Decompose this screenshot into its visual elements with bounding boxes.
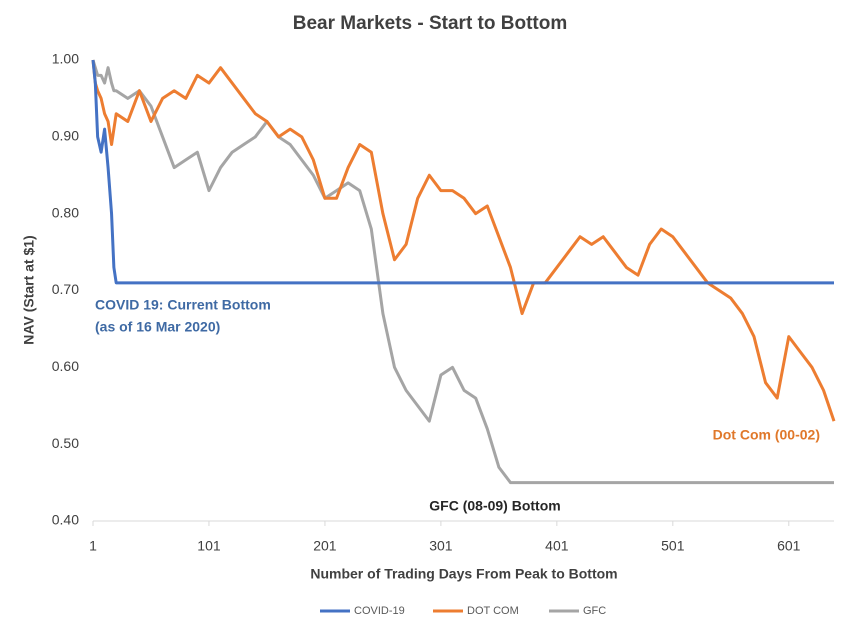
y-tick-label: 0.70 <box>52 281 79 297</box>
x-tick-label: 1 <box>89 538 97 554</box>
x-axis-label: Number of Trading Days From Peak to Bott… <box>310 566 617 582</box>
series-line <box>91 59 836 422</box>
y-tick-label: 0.80 <box>52 204 79 220</box>
annotation: Dot Com (00-02) <box>713 427 820 443</box>
chart-title: Bear Markets - Start to Bottom <box>293 13 568 34</box>
y-axis-label: NAV (Start at $1) <box>21 235 37 344</box>
y-tick-label: 0.50 <box>52 435 79 451</box>
y-tick-label: 0.40 <box>52 512 79 528</box>
y-tick-label: 0.60 <box>52 358 79 374</box>
x-tick-label: 501 <box>661 538 685 554</box>
y-tick-label: 1.00 <box>52 51 79 67</box>
x-tick-label: 301 <box>429 538 453 554</box>
annotation: GFC (08-09) Bottom <box>429 498 560 514</box>
y-tick-label: 0.90 <box>52 128 79 144</box>
series-line <box>91 59 834 285</box>
annotation: COVID 19: Current Bottom <box>95 297 271 313</box>
annotation: (as of 16 Mar 2020) <box>95 319 220 335</box>
legend-label: COVID-19 <box>354 605 405 617</box>
x-tick-label: 401 <box>545 538 569 554</box>
series-line <box>91 59 834 485</box>
legend-label: DOT COM <box>467 605 519 617</box>
x-tick-label: 201 <box>313 538 337 554</box>
x-tick-label: 601 <box>777 538 801 554</box>
x-tick-label: 101 <box>197 538 221 554</box>
legend-label: GFC <box>583 605 606 617</box>
